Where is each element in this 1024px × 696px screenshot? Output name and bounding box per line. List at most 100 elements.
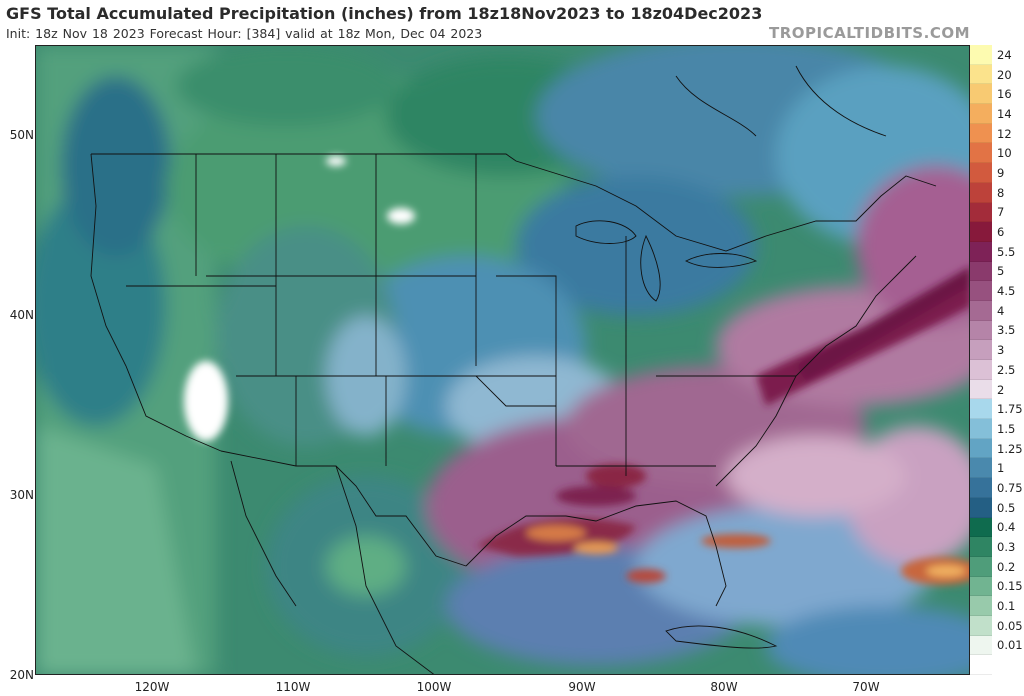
legend-swatch: [970, 45, 992, 65]
lon-label-90w: 90W: [568, 680, 596, 694]
lat-label-20n: 20N: [9, 668, 34, 682]
legend-swatch: [970, 478, 992, 498]
legend-swatch: [970, 340, 992, 360]
legend-label: 7: [997, 205, 1005, 220]
precip-legend: 24 20 16 14 12 10 9 8 7 6 5.5 5 4.5 4 3.5 3 2.5 2 1.75 1.5 1…: [970, 45, 1024, 675]
legend-item: [970, 655, 1024, 675]
legend-label: 3: [997, 343, 1005, 358]
legend-swatch: [970, 202, 992, 223]
legend-label: 3.5: [997, 323, 1016, 338]
legend-label: 0.1: [997, 599, 1016, 614]
legend-item: 1.25: [970, 438, 1024, 459]
legend-label: 1.5: [997, 421, 1016, 436]
lon-label-100w: 100W: [416, 680, 452, 694]
legend-item: 1: [970, 458, 1024, 479]
legend-item: 0.4: [970, 517, 1024, 538]
legend-label: 24: [997, 47, 1012, 62]
map-subtitle: Init: 18z Nov 18 2023 Forecast Hour: [38…: [6, 26, 483, 41]
legend-label: 4: [997, 303, 1005, 318]
lon-label-120w: 120W: [134, 680, 170, 694]
legend-label: 10: [997, 146, 1012, 161]
legend-label: 1.25: [997, 441, 1023, 456]
legend-swatch: [970, 379, 992, 400]
legend-swatch: [970, 655, 992, 675]
dry-areas: [184, 156, 415, 441]
legend-item: 4.5: [970, 281, 1024, 301]
legend-swatch: [970, 556, 992, 577]
legend-swatch: [970, 281, 992, 301]
legend-swatch: [970, 497, 992, 518]
lat-label-50n: 50N: [9, 128, 34, 142]
legend-item: 9: [970, 163, 1024, 183]
legend-item: 0.01: [970, 635, 1024, 656]
legend-swatch: [970, 320, 992, 341]
legend-label: 6: [997, 225, 1005, 240]
precip-heavy: [476, 267, 969, 585]
legend-item: 2: [970, 379, 1024, 400]
legend-item: 6: [970, 222, 1024, 242]
legend-item: 16: [970, 84, 1024, 105]
legend-swatch: [970, 143, 992, 164]
legend-item: 0.5: [970, 497, 1024, 518]
legend-swatch: [970, 517, 992, 538]
legend-swatch: [970, 222, 992, 242]
legend-item: 0.3: [970, 537, 1024, 557]
legend-item: 7: [970, 202, 1024, 223]
legend-swatch: [970, 104, 992, 124]
legend-swatch: [970, 241, 992, 262]
legend-item: 4: [970, 300, 1024, 321]
legend-swatch: [970, 615, 992, 636]
legend-item: 8: [970, 182, 1024, 203]
legend-swatch: [970, 64, 992, 85]
legend-label: 0.75: [997, 480, 1023, 495]
legend-item: 0.1: [970, 596, 1024, 616]
lat-label-30n: 30N: [9, 488, 34, 502]
precipitation-map: [35, 45, 970, 675]
legend-item: 0.2: [970, 556, 1024, 577]
lon-label-70w: 70W: [852, 680, 880, 694]
political-boundaries: [90, 65, 937, 674]
map-canvas: [36, 46, 969, 674]
legend-label: 0.15: [997, 579, 1023, 594]
lon-label-80w: 80W: [710, 680, 738, 694]
legend-label: 0.05: [997, 618, 1023, 633]
legend-label: 0.3: [997, 540, 1016, 555]
brand-watermark: TROPICALTIDBITS.COM: [769, 24, 970, 42]
legend-item: 1.75: [970, 399, 1024, 420]
legend-swatch: [970, 399, 992, 420]
legend-label: 20: [997, 67, 1012, 82]
lat-label-40n: 40N: [9, 308, 34, 322]
legend-item: 3.5: [970, 320, 1024, 341]
legend-item: 0.05: [970, 615, 1024, 636]
legend-swatch: [970, 537, 992, 557]
legend-item: 12: [970, 123, 1024, 144]
legend-item: 0.15: [970, 576, 1024, 597]
legend-label: 0.01: [997, 638, 1023, 653]
map-title: GFS Total Accumulated Precipitation (inc…: [6, 4, 763, 23]
legend-swatch: [970, 419, 992, 439]
legend-item: 0.75: [970, 478, 1024, 498]
legend-label: 9: [997, 165, 1005, 180]
legend-item: 14: [970, 104, 1024, 124]
legend-swatch: [970, 360, 992, 380]
legend-swatch: [970, 182, 992, 203]
legend-swatch: [970, 458, 992, 479]
legend-item: 5.5: [970, 241, 1024, 262]
legend-label: 5.5: [997, 244, 1016, 259]
legend-label: 12: [997, 126, 1012, 141]
legend-item: 2.5: [970, 360, 1024, 380]
legend-label: 1.75: [997, 402, 1023, 417]
legend-item: 10: [970, 143, 1024, 164]
legend-label: 14: [997, 106, 1012, 121]
legend-label: 1: [997, 461, 1005, 476]
legend-item: 1.5: [970, 419, 1024, 439]
legend-label: 0.4: [997, 520, 1016, 535]
legend-swatch: [970, 438, 992, 459]
legend-label: 16: [997, 87, 1012, 102]
legend-swatch: [970, 163, 992, 183]
legend-swatch: [970, 261, 992, 282]
legend-swatch: [970, 84, 992, 105]
legend-label: 5: [997, 264, 1005, 279]
legend-label: 8: [997, 185, 1005, 200]
legend-item: 24: [970, 45, 1024, 65]
